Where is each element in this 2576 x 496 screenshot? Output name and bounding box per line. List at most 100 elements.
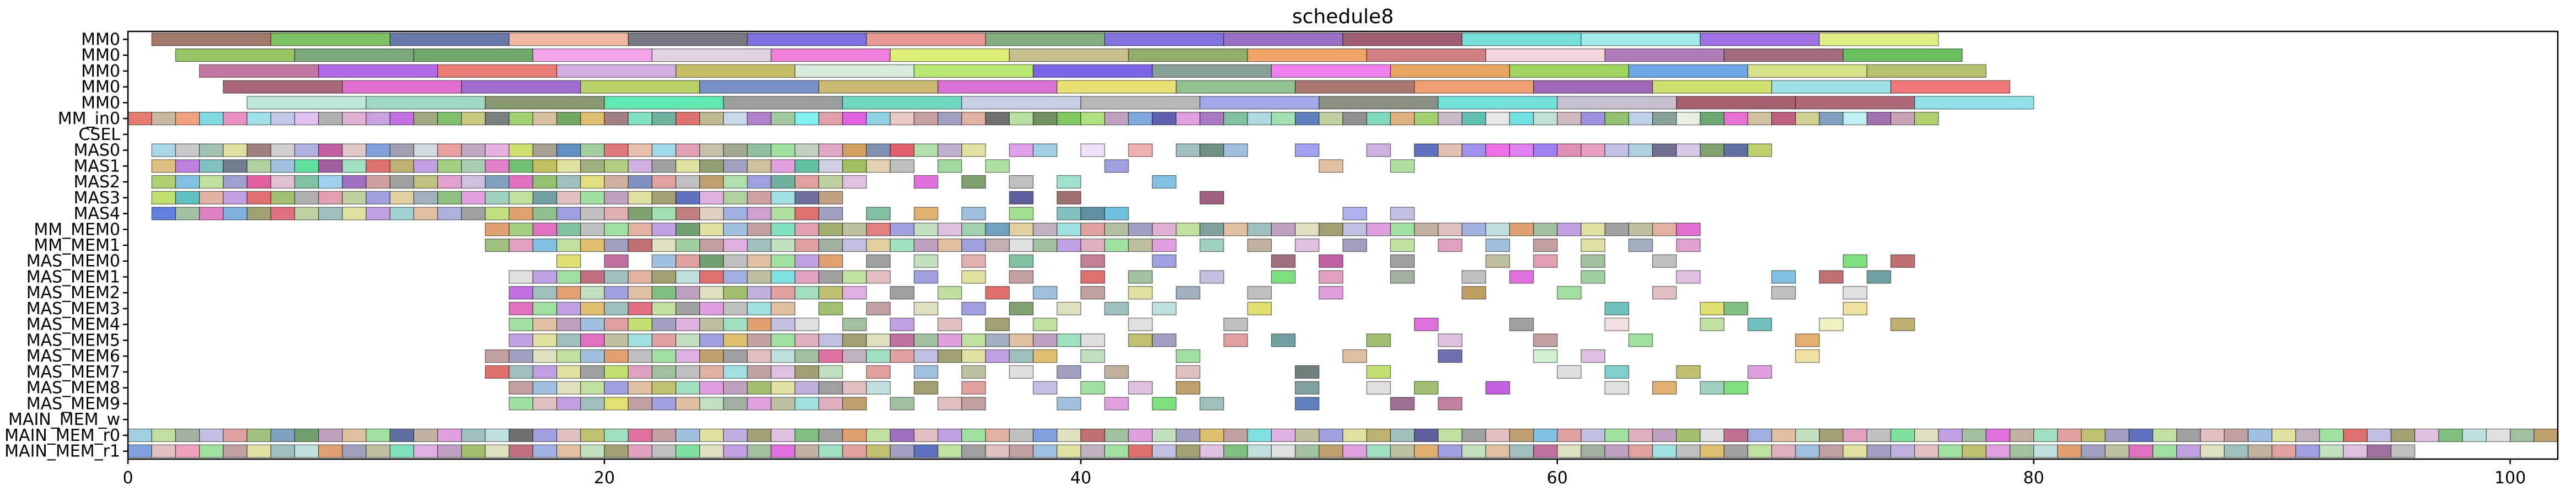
task-bar (1176, 80, 1296, 94)
task-bar (508, 191, 533, 204)
task-bar (1652, 254, 1677, 268)
task-bar (651, 254, 677, 268)
task-bar (1461, 270, 1486, 284)
task-bar (1032, 64, 1153, 78)
task-bar (1032, 349, 1058, 363)
task-bar (1509, 143, 1534, 157)
task-bar (1652, 444, 1677, 458)
task-bar (199, 175, 224, 189)
task-bar (1390, 64, 1510, 78)
task-bar (747, 349, 772, 363)
task-bar (485, 365, 510, 379)
task-bar (938, 333, 962, 347)
y-tick-label: MAS_MEM1 (26, 267, 120, 287)
task-bar (794, 238, 820, 252)
task-bar (1295, 397, 1320, 411)
task-bar (1271, 111, 1296, 126)
task-bar (938, 238, 962, 252)
task-bar (2152, 428, 2177, 442)
x-tick-label: 40 (1070, 468, 1091, 488)
task-bar (1057, 365, 1081, 379)
task-bar (842, 317, 867, 331)
task-bar (1700, 143, 1725, 157)
task-bar (1676, 96, 1796, 110)
task-bar (223, 175, 248, 189)
task-bar (1747, 143, 1772, 157)
task-bar (1700, 33, 1820, 46)
task-bar (842, 381, 867, 395)
task-bar (794, 223, 820, 236)
task-bar (1628, 64, 1748, 78)
task-bar (1533, 428, 1558, 442)
task-bar (556, 317, 581, 331)
task-bar (342, 207, 367, 220)
task-bar (913, 143, 939, 157)
task-bar (1009, 238, 1034, 252)
task-bar (1247, 111, 1272, 126)
task-bar (1676, 223, 1701, 236)
task-bar (818, 397, 843, 411)
task-bar (985, 317, 1010, 331)
y-tick-label: MAS_MEM6 (26, 347, 120, 366)
task-bar (389, 428, 414, 442)
task-bar (890, 397, 915, 411)
task-bar (532, 191, 558, 204)
task-bar (747, 207, 772, 220)
task-bar (723, 286, 748, 300)
task-bar (675, 64, 796, 78)
task-bar (342, 175, 367, 189)
task-bar (866, 207, 891, 220)
task-bar (294, 191, 319, 204)
task-bar (1843, 286, 1867, 300)
task-bar (413, 143, 438, 157)
task-bar (1295, 143, 1320, 157)
task-bar (1032, 317, 1058, 331)
task-bar (556, 381, 581, 395)
task-bar (294, 159, 319, 173)
task-bar (1509, 64, 1629, 78)
task-bar (699, 444, 724, 458)
task-bar (2081, 444, 2106, 458)
task-bar (532, 317, 558, 331)
task-bar (1319, 270, 1343, 284)
task-bar (604, 207, 629, 220)
task-bar (342, 111, 367, 126)
task-bar (223, 143, 248, 157)
task-bar (1032, 444, 1058, 458)
task-bar (747, 191, 772, 204)
task-bar (556, 223, 581, 236)
task-bar (961, 207, 986, 220)
task-bar (556, 397, 581, 411)
task-bar (532, 286, 558, 300)
task-bar (770, 286, 796, 300)
task-bar (818, 349, 843, 363)
task-bar (223, 444, 248, 458)
task-bar (651, 444, 677, 458)
task-bar (556, 238, 581, 252)
task-bar (532, 428, 558, 442)
task-bar (604, 254, 629, 268)
task-bar (1676, 270, 1701, 284)
task-bar (389, 143, 414, 157)
task-bar (866, 111, 891, 126)
task-bar (1247, 238, 1272, 252)
task-bar (294, 444, 319, 458)
task-bar (747, 286, 772, 300)
task-bar (1533, 349, 1558, 363)
task-bar (604, 301, 629, 316)
task-bar (1413, 223, 1439, 236)
task-bar (1914, 111, 1939, 126)
task-bar (794, 143, 820, 157)
task-bar (151, 111, 176, 126)
task-bar (628, 317, 652, 331)
task-bar (604, 270, 629, 284)
task-bar (628, 191, 652, 204)
task-bar (842, 286, 867, 300)
task-bar (366, 175, 390, 189)
task-bar (2009, 428, 2034, 442)
task-bar (580, 317, 605, 331)
task-bar (699, 270, 724, 284)
task-bar (1032, 223, 1058, 236)
task-bar (651, 238, 677, 252)
task-bar (461, 191, 486, 204)
